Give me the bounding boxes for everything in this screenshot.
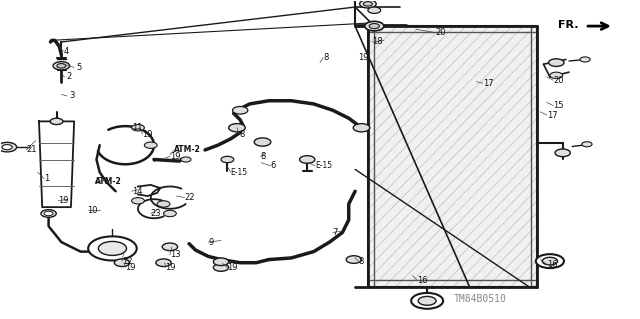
- Circle shape: [180, 157, 191, 162]
- Circle shape: [360, 0, 376, 8]
- Text: 7: 7: [333, 228, 338, 237]
- Circle shape: [0, 142, 17, 152]
- Circle shape: [228, 123, 245, 132]
- Text: 23: 23: [151, 209, 161, 218]
- Circle shape: [164, 210, 176, 217]
- Text: 8: 8: [239, 130, 244, 138]
- Circle shape: [232, 107, 248, 114]
- Circle shape: [44, 211, 53, 216]
- Text: 22: 22: [184, 193, 195, 202]
- Text: 4: 4: [63, 47, 68, 56]
- Text: 12: 12: [122, 257, 132, 266]
- Text: 16: 16: [417, 276, 428, 285]
- Circle shape: [145, 142, 157, 148]
- Circle shape: [542, 257, 557, 265]
- Text: 15: 15: [553, 101, 564, 110]
- Text: 8: 8: [323, 53, 328, 62]
- Text: 19: 19: [58, 196, 68, 205]
- Text: 19: 19: [227, 263, 238, 272]
- Bar: [368, 26, 537, 286]
- Polygon shape: [39, 122, 74, 207]
- Text: 18: 18: [372, 38, 383, 47]
- Circle shape: [555, 149, 570, 157]
- Circle shape: [53, 62, 70, 70]
- Text: TM84B0510: TM84B0510: [454, 294, 507, 304]
- Text: 19: 19: [166, 263, 176, 272]
- Text: 16: 16: [547, 260, 557, 269]
- Circle shape: [254, 138, 271, 146]
- Circle shape: [163, 243, 177, 251]
- Text: 9: 9: [208, 238, 214, 247]
- Circle shape: [550, 72, 563, 78]
- Text: 20: 20: [553, 76, 564, 85]
- Text: 13: 13: [170, 250, 180, 259]
- Circle shape: [418, 296, 436, 305]
- Circle shape: [411, 293, 443, 309]
- Text: 19: 19: [170, 152, 180, 161]
- Text: E-15: E-15: [315, 161, 332, 170]
- Circle shape: [213, 258, 228, 266]
- Circle shape: [41, 210, 56, 217]
- Circle shape: [580, 57, 590, 62]
- Circle shape: [582, 142, 592, 147]
- Circle shape: [346, 256, 362, 263]
- Circle shape: [99, 241, 127, 256]
- Circle shape: [368, 7, 381, 13]
- Circle shape: [115, 259, 130, 267]
- Text: 6: 6: [271, 161, 276, 170]
- Circle shape: [548, 59, 564, 66]
- Text: 5: 5: [76, 63, 81, 72]
- Text: 21: 21: [26, 145, 36, 154]
- Circle shape: [353, 123, 370, 132]
- Circle shape: [2, 145, 12, 150]
- Circle shape: [365, 21, 384, 31]
- Text: 3: 3: [69, 92, 74, 100]
- Circle shape: [50, 118, 63, 124]
- Text: 2: 2: [67, 72, 72, 81]
- Text: ATM-2: ATM-2: [174, 145, 201, 154]
- Circle shape: [536, 254, 564, 268]
- Circle shape: [88, 236, 137, 261]
- Circle shape: [132, 197, 145, 204]
- Text: 19: 19: [125, 263, 136, 272]
- Text: 11: 11: [132, 123, 142, 132]
- Text: 17: 17: [483, 79, 493, 88]
- Circle shape: [364, 2, 372, 6]
- Circle shape: [221, 156, 234, 163]
- Text: 1: 1: [44, 174, 49, 183]
- Text: 10: 10: [88, 206, 98, 215]
- Circle shape: [369, 24, 380, 29]
- Text: 19: 19: [358, 53, 369, 62]
- Text: 8: 8: [260, 152, 266, 161]
- Text: 19: 19: [143, 130, 153, 138]
- Text: 17: 17: [547, 111, 557, 120]
- Text: FR.: FR.: [558, 19, 579, 30]
- Text: 8: 8: [358, 257, 364, 266]
- Circle shape: [213, 264, 228, 271]
- Text: 14: 14: [132, 187, 142, 196]
- Circle shape: [57, 63, 66, 68]
- Text: 20: 20: [435, 28, 445, 37]
- Circle shape: [300, 156, 315, 163]
- Circle shape: [156, 259, 172, 267]
- Text: E-15: E-15: [230, 168, 248, 177]
- Circle shape: [157, 201, 170, 207]
- Text: ATM-2: ATM-2: [95, 177, 122, 186]
- Circle shape: [132, 124, 145, 131]
